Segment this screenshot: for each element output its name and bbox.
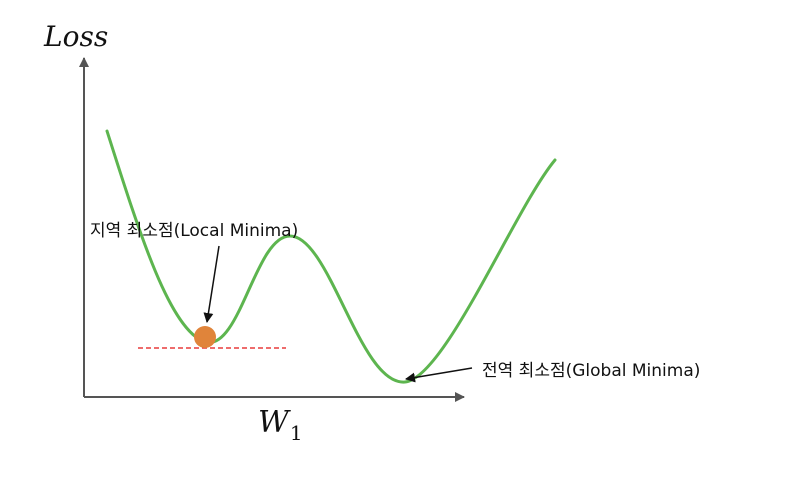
local-minimum-pointer — [203, 245, 220, 323]
x-axis-title: W1 — [258, 405, 303, 445]
x-axis-title-base: W — [258, 405, 291, 440]
y-axis-title: Loss — [43, 20, 108, 53]
local-minimum-marker — [194, 326, 216, 348]
global-minimum-label: 전역 최소점(Global Minima) — [482, 361, 700, 381]
local-minimum-label: 지역 최소점(Local Minima) — [90, 221, 298, 241]
x-axis-title-subscript: 1 — [290, 421, 303, 445]
global-minimum-pointer — [405, 367, 473, 383]
loss-curve — [105, 129, 557, 384]
